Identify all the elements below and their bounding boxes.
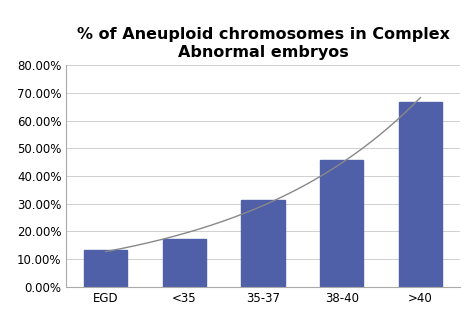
- Bar: [320, 160, 364, 287]
- Bar: [163, 239, 206, 287]
- Bar: [241, 200, 285, 287]
- Title: % of Aneuploid chromosomes in Complex
Abnormal embryos: % of Aneuploid chromosomes in Complex Ab…: [77, 27, 449, 60]
- Bar: [84, 250, 128, 287]
- Bar: [399, 102, 442, 287]
